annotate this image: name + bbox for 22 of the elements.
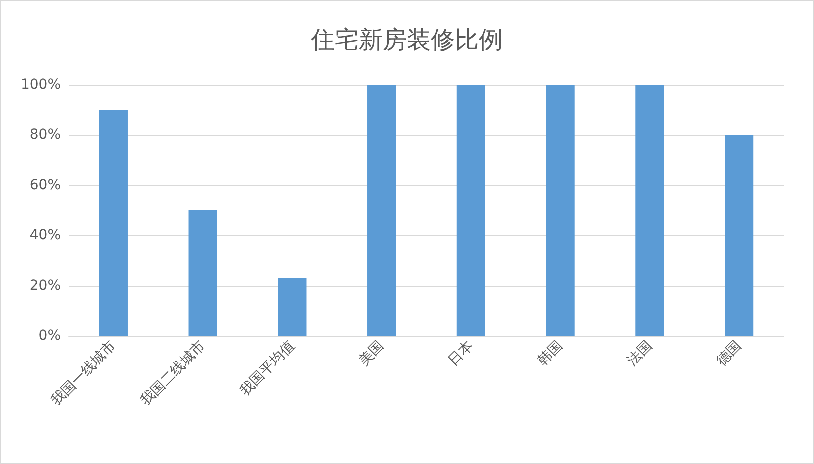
x-tick-label: 法国	[624, 338, 656, 370]
bar	[546, 85, 575, 336]
bar	[456, 85, 486, 336]
x-tick-label: 我国平均值	[237, 338, 298, 400]
x-tick-label: 韩国	[535, 338, 566, 370]
bar	[278, 278, 307, 336]
y-tick-label: 40%	[30, 228, 61, 244]
bar	[636, 85, 664, 336]
bar	[368, 85, 396, 336]
bar	[99, 110, 128, 336]
y-tick-label: 100%	[20, 77, 61, 93]
y-tick-label: 0%	[38, 328, 61, 344]
chart-title: 住宅新房装修比例	[310, 26, 503, 54]
bar	[188, 210, 218, 336]
y-tick-label: 20%	[30, 278, 61, 294]
x-tick-label: 德国	[714, 338, 745, 370]
x-tick-label: 我国二线城市	[138, 338, 209, 410]
bar	[725, 135, 754, 336]
y-tick-label: 80%	[30, 127, 61, 144]
x-tick-label: 日本	[446, 338, 477, 370]
y-tick-label: 60%	[30, 177, 61, 194]
x-tick-label: 美国	[356, 338, 388, 370]
